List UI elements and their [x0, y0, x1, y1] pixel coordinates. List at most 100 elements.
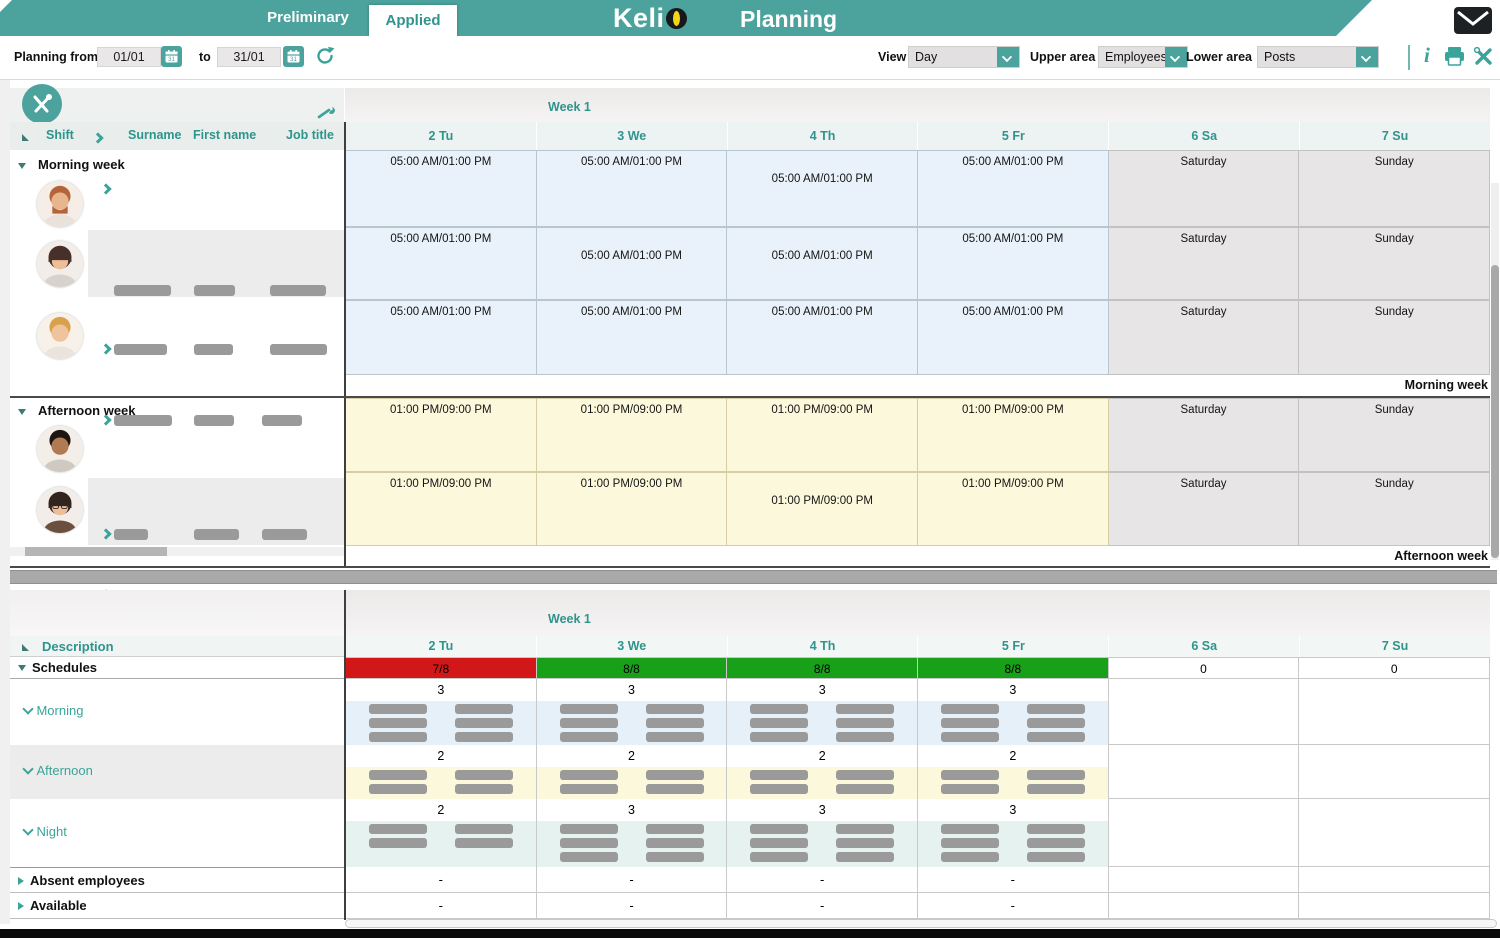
shift-cell[interactable]: 05:00 AM/01:00 PM [536, 227, 728, 300]
from-calendar-icon[interactable]: 31 [161, 46, 182, 67]
shift-cell[interactable]: 05:00 AM/01:00 PM [727, 150, 919, 227]
post-cell[interactable]: 3 [727, 799, 919, 867]
shift-cell[interactable]: 05:00 AM/01:00 PM [727, 300, 919, 375]
shift-cell[interactable]: 05:00 AM/01:00 PM [727, 227, 919, 300]
from-date-field[interactable]: 01/01 [97, 47, 161, 67]
shift-cell[interactable]: 05:00 AM/01:00 PM [345, 227, 537, 300]
weekend-cell[interactable]: Saturday [1108, 227, 1300, 300]
shift-cell[interactable]: 01:00 PM/09:00 PM [536, 472, 728, 546]
to-calendar-icon[interactable]: 31 [283, 46, 304, 67]
weekend-cell[interactable]: Sunday [1299, 398, 1491, 472]
weekend-empty-cell[interactable] [1299, 893, 1491, 919]
splitter-handle[interactable] [10, 570, 1497, 584]
weekend-empty-cell[interactable] [1108, 867, 1300, 893]
weekend-empty-cell[interactable] [1299, 799, 1491, 867]
shift-cell[interactable]: 05:00 AM/01:00 PM [345, 150, 537, 227]
absent-cell[interactable]: - [345, 867, 537, 893]
mail-icon[interactable] [1452, 5, 1494, 36]
tab-applied[interactable]: Applied [369, 5, 457, 36]
schedule-total-cell[interactable]: 8/8 [918, 657, 1109, 679]
available-cell[interactable]: - [727, 893, 919, 919]
info-icon[interactable]: i [1424, 43, 1430, 67]
absent-cell[interactable]: - [918, 867, 1109, 893]
shift-cell[interactable]: 01:00 PM/09:00 PM [345, 472, 537, 546]
grid-horizontal-scrollbar[interactable] [345, 919, 1497, 928]
schedule-total-cell[interactable]: 0 [1299, 657, 1491, 679]
weekend-empty-cell[interactable] [1299, 745, 1491, 799]
weekend-cell[interactable]: Saturday [1108, 472, 1300, 546]
post-cell[interactable]: 2 [536, 745, 728, 799]
column-job-title[interactable]: Job title [286, 128, 334, 142]
printer-icon[interactable] [1443, 46, 1466, 67]
weekend-empty-cell[interactable] [1108, 679, 1300, 745]
schedule-total-cell[interactable]: 8/8 [727, 657, 919, 679]
shift-cell[interactable]: 05:00 AM/01:00 PM [918, 300, 1109, 375]
column-description[interactable]: Description [42, 639, 114, 654]
post-cell[interactable]: 3 [918, 679, 1109, 745]
shift-cell[interactable]: 01:00 PM/09:00 PM [918, 472, 1109, 546]
available-cell[interactable]: - [918, 893, 1109, 919]
shift-cell[interactable]: 05:00 AM/01:00 PM [345, 300, 537, 375]
shift-cell[interactable]: 05:00 AM/01:00 PM [536, 150, 728, 227]
chevron-right-icon[interactable] [100, 343, 112, 355]
row-schedules[interactable]: Schedules [10, 657, 344, 679]
post-cell[interactable]: 3 [727, 679, 919, 745]
post-cell[interactable]: 2 [345, 745, 537, 799]
available-cell[interactable]: - [345, 893, 537, 919]
shift-cell[interactable]: 01:00 PM/09:00 PM [727, 472, 919, 546]
edit-tools-icon[interactable] [22, 84, 62, 124]
post-cell[interactable]: 3 [536, 679, 728, 745]
row-available[interactable]: Available [10, 893, 344, 919]
group-morning-week[interactable]: Morning week [10, 152, 344, 180]
weekend-empty-cell[interactable] [1108, 799, 1300, 867]
column-first-name[interactable]: First name [193, 128, 257, 142]
weekend-cell[interactable]: Sunday [1299, 150, 1491, 227]
column-shift[interactable]: Shift [46, 128, 74, 142]
shift-cell[interactable]: 01:00 PM/09:00 PM [727, 398, 919, 472]
post-cell[interactable]: 3 [918, 799, 1109, 867]
shift-cell[interactable]: 01:00 PM/09:00 PM [918, 398, 1109, 472]
weekend-empty-cell[interactable] [1108, 745, 1300, 799]
absent-cell[interactable]: - [727, 867, 919, 893]
shift-cell[interactable]: 05:00 AM/01:00 PM [918, 150, 1109, 227]
row-afternoon[interactable]: Afternoon [10, 745, 344, 799]
row-night[interactable]: Night [10, 799, 344, 867]
tools-icon[interactable] [1473, 46, 1494, 67]
weekend-cell[interactable]: Saturday [1108, 150, 1300, 227]
view-select[interactable]: Day [908, 46, 1020, 68]
weekend-cell[interactable]: Sunday [1299, 472, 1491, 546]
row-morning[interactable]: Morning [10, 679, 344, 745]
upper-area-select[interactable]: Employees [1098, 46, 1188, 68]
schedule-total-cell[interactable]: 7/8 [345, 657, 537, 679]
weekend-empty-cell[interactable] [1299, 679, 1491, 745]
column-surname[interactable]: Surname [128, 128, 182, 142]
weekend-cell[interactable]: Saturday [1108, 398, 1300, 472]
row-absent-employees[interactable]: Absent employees [10, 867, 344, 893]
absent-cell[interactable]: - [536, 867, 728, 893]
wrench-icon[interactable] [316, 106, 336, 120]
weekend-cell[interactable]: Sunday [1299, 300, 1491, 375]
weekend-cell[interactable]: Saturday [1108, 300, 1300, 375]
schedule-total-cell[interactable]: 8/8 [536, 657, 728, 679]
sort-icon[interactable] [22, 644, 29, 651]
tab-preliminary[interactable]: Preliminary [267, 9, 349, 26]
lower-area-select[interactable]: Posts [1257, 46, 1379, 68]
shift-cell[interactable]: 05:00 AM/01:00 PM [918, 227, 1109, 300]
shift-cell[interactable]: 01:00 PM/09:00 PM [536, 398, 728, 472]
post-cell[interactable]: 3 [536, 799, 728, 867]
to-date-field[interactable]: 31/01 [217, 47, 281, 67]
group-afternoon-week[interactable]: Afternoon week [10, 398, 344, 426]
schedule-total-cell[interactable]: 0 [1108, 657, 1300, 679]
chevron-right-icon[interactable] [100, 183, 112, 195]
post-cell[interactable]: 3 [345, 679, 537, 745]
post-cell[interactable]: 2 [727, 745, 919, 799]
expand-all-icon[interactable] [92, 131, 104, 145]
panel-horizontal-scrollbar[interactable] [10, 547, 344, 556]
post-cell[interactable]: 2 [918, 745, 1109, 799]
available-cell[interactable]: - [536, 893, 728, 919]
refresh-icon[interactable] [313, 44, 337, 68]
post-cell[interactable]: 2 [345, 799, 537, 867]
sort-icon[interactable] [22, 134, 29, 141]
weekend-empty-cell[interactable] [1299, 867, 1491, 893]
shift-cell[interactable]: 05:00 AM/01:00 PM [536, 300, 728, 375]
